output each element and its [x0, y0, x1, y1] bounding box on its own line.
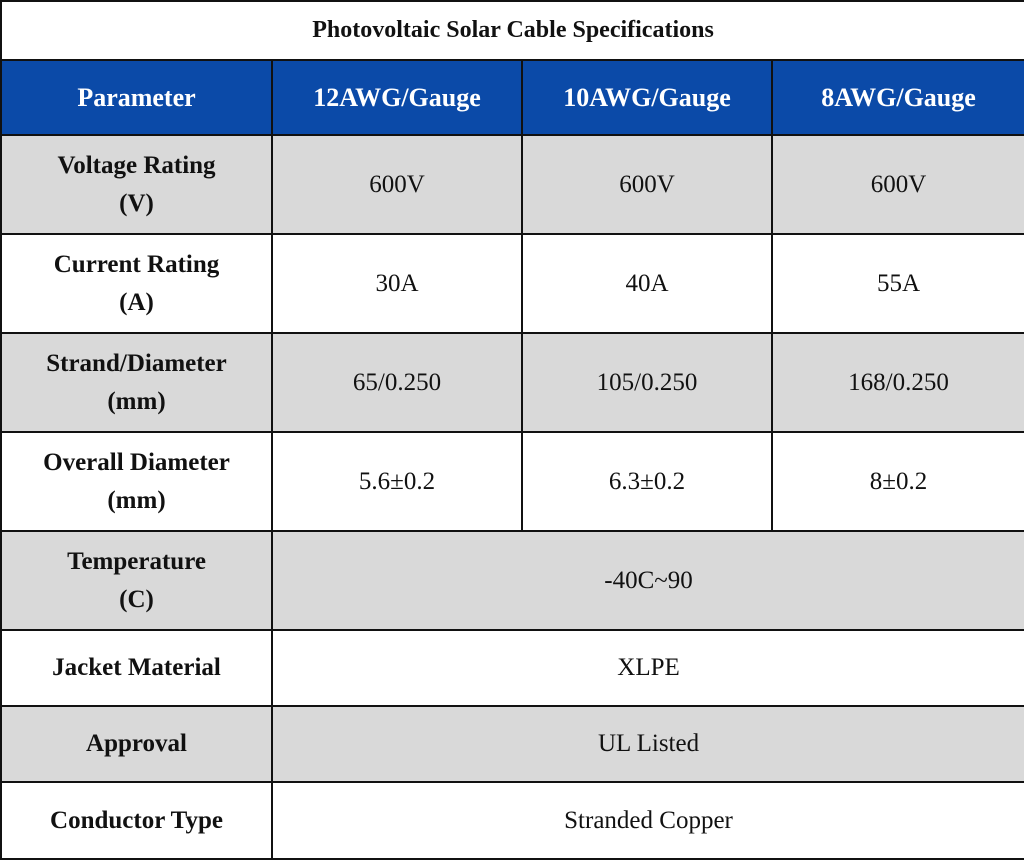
cell-value: XLPE	[270, 629, 1024, 707]
header-cell: Parameter	[0, 59, 273, 136]
cell-value: 40A	[521, 233, 773, 334]
row-label: Overall Diameter (mm)	[0, 431, 273, 532]
cell-value: 600V	[521, 134, 773, 235]
table-title: Photovoltaic Solar Cable Specifications	[0, 0, 1024, 61]
header-cell: 12AWG/Gauge	[271, 59, 523, 136]
table-row: Voltage Rating (V) 600V 600V 600V	[0, 134, 1024, 235]
row-label: Temperature (C)	[0, 530, 273, 631]
row-label: Approval	[0, 705, 273, 783]
cell-value: UL Listed	[270, 705, 1024, 783]
cell-value: 6.3±0.2	[521, 431, 773, 532]
cell-value: 600V	[770, 134, 1024, 235]
cell-value: 30A	[271, 233, 523, 334]
header-cell: 10AWG/Gauge	[521, 59, 773, 136]
cell-value: 55A	[770, 233, 1024, 334]
header-row: Parameter 12AWG/Gauge 10AWG/Gauge 8AWG/Gaug…	[0, 59, 1024, 136]
table-row: Overall Diameter (mm) 5.6±0.2 6.3±0.2 8±0.2	[0, 431, 1024, 532]
cell-value: 105/0.250	[521, 332, 773, 433]
cell-value: 5.6±0.2	[271, 431, 523, 532]
table-row: Conductor Type Stranded Copper	[0, 781, 1024, 860]
table-row: Temperature (C) -40C~90	[0, 530, 1024, 631]
cell-value: 168/0.250	[770, 332, 1024, 433]
header-cell: 8AWG/Gauge	[770, 59, 1024, 136]
row-label: Current Rating (A)	[0, 233, 273, 334]
table-row: Current Rating (A) 30A 40A 55A	[0, 233, 1024, 334]
cell-value: 600V	[271, 134, 523, 235]
cell-value: 8±0.2	[770, 431, 1024, 532]
cell-value: -40C~90	[270, 530, 1024, 631]
row-label: Conductor Type	[0, 781, 273, 860]
table-row: Approval UL Listed	[0, 705, 1024, 783]
row-label: Jacket Material	[0, 629, 273, 707]
table-row: Jacket Material XLPE	[0, 629, 1024, 707]
cell-value: Stranded Copper	[270, 781, 1024, 860]
cell-value: 65/0.250	[271, 332, 523, 433]
row-label: Strand/Diameter (mm)	[0, 332, 273, 433]
title-row: Photovoltaic Solar Cable Specifications	[0, 0, 1024, 61]
table-row: Strand/Diameter (mm) 65/0.250 105/0.250 168…	[0, 332, 1024, 433]
row-label: Voltage Rating (V)	[0, 134, 273, 235]
